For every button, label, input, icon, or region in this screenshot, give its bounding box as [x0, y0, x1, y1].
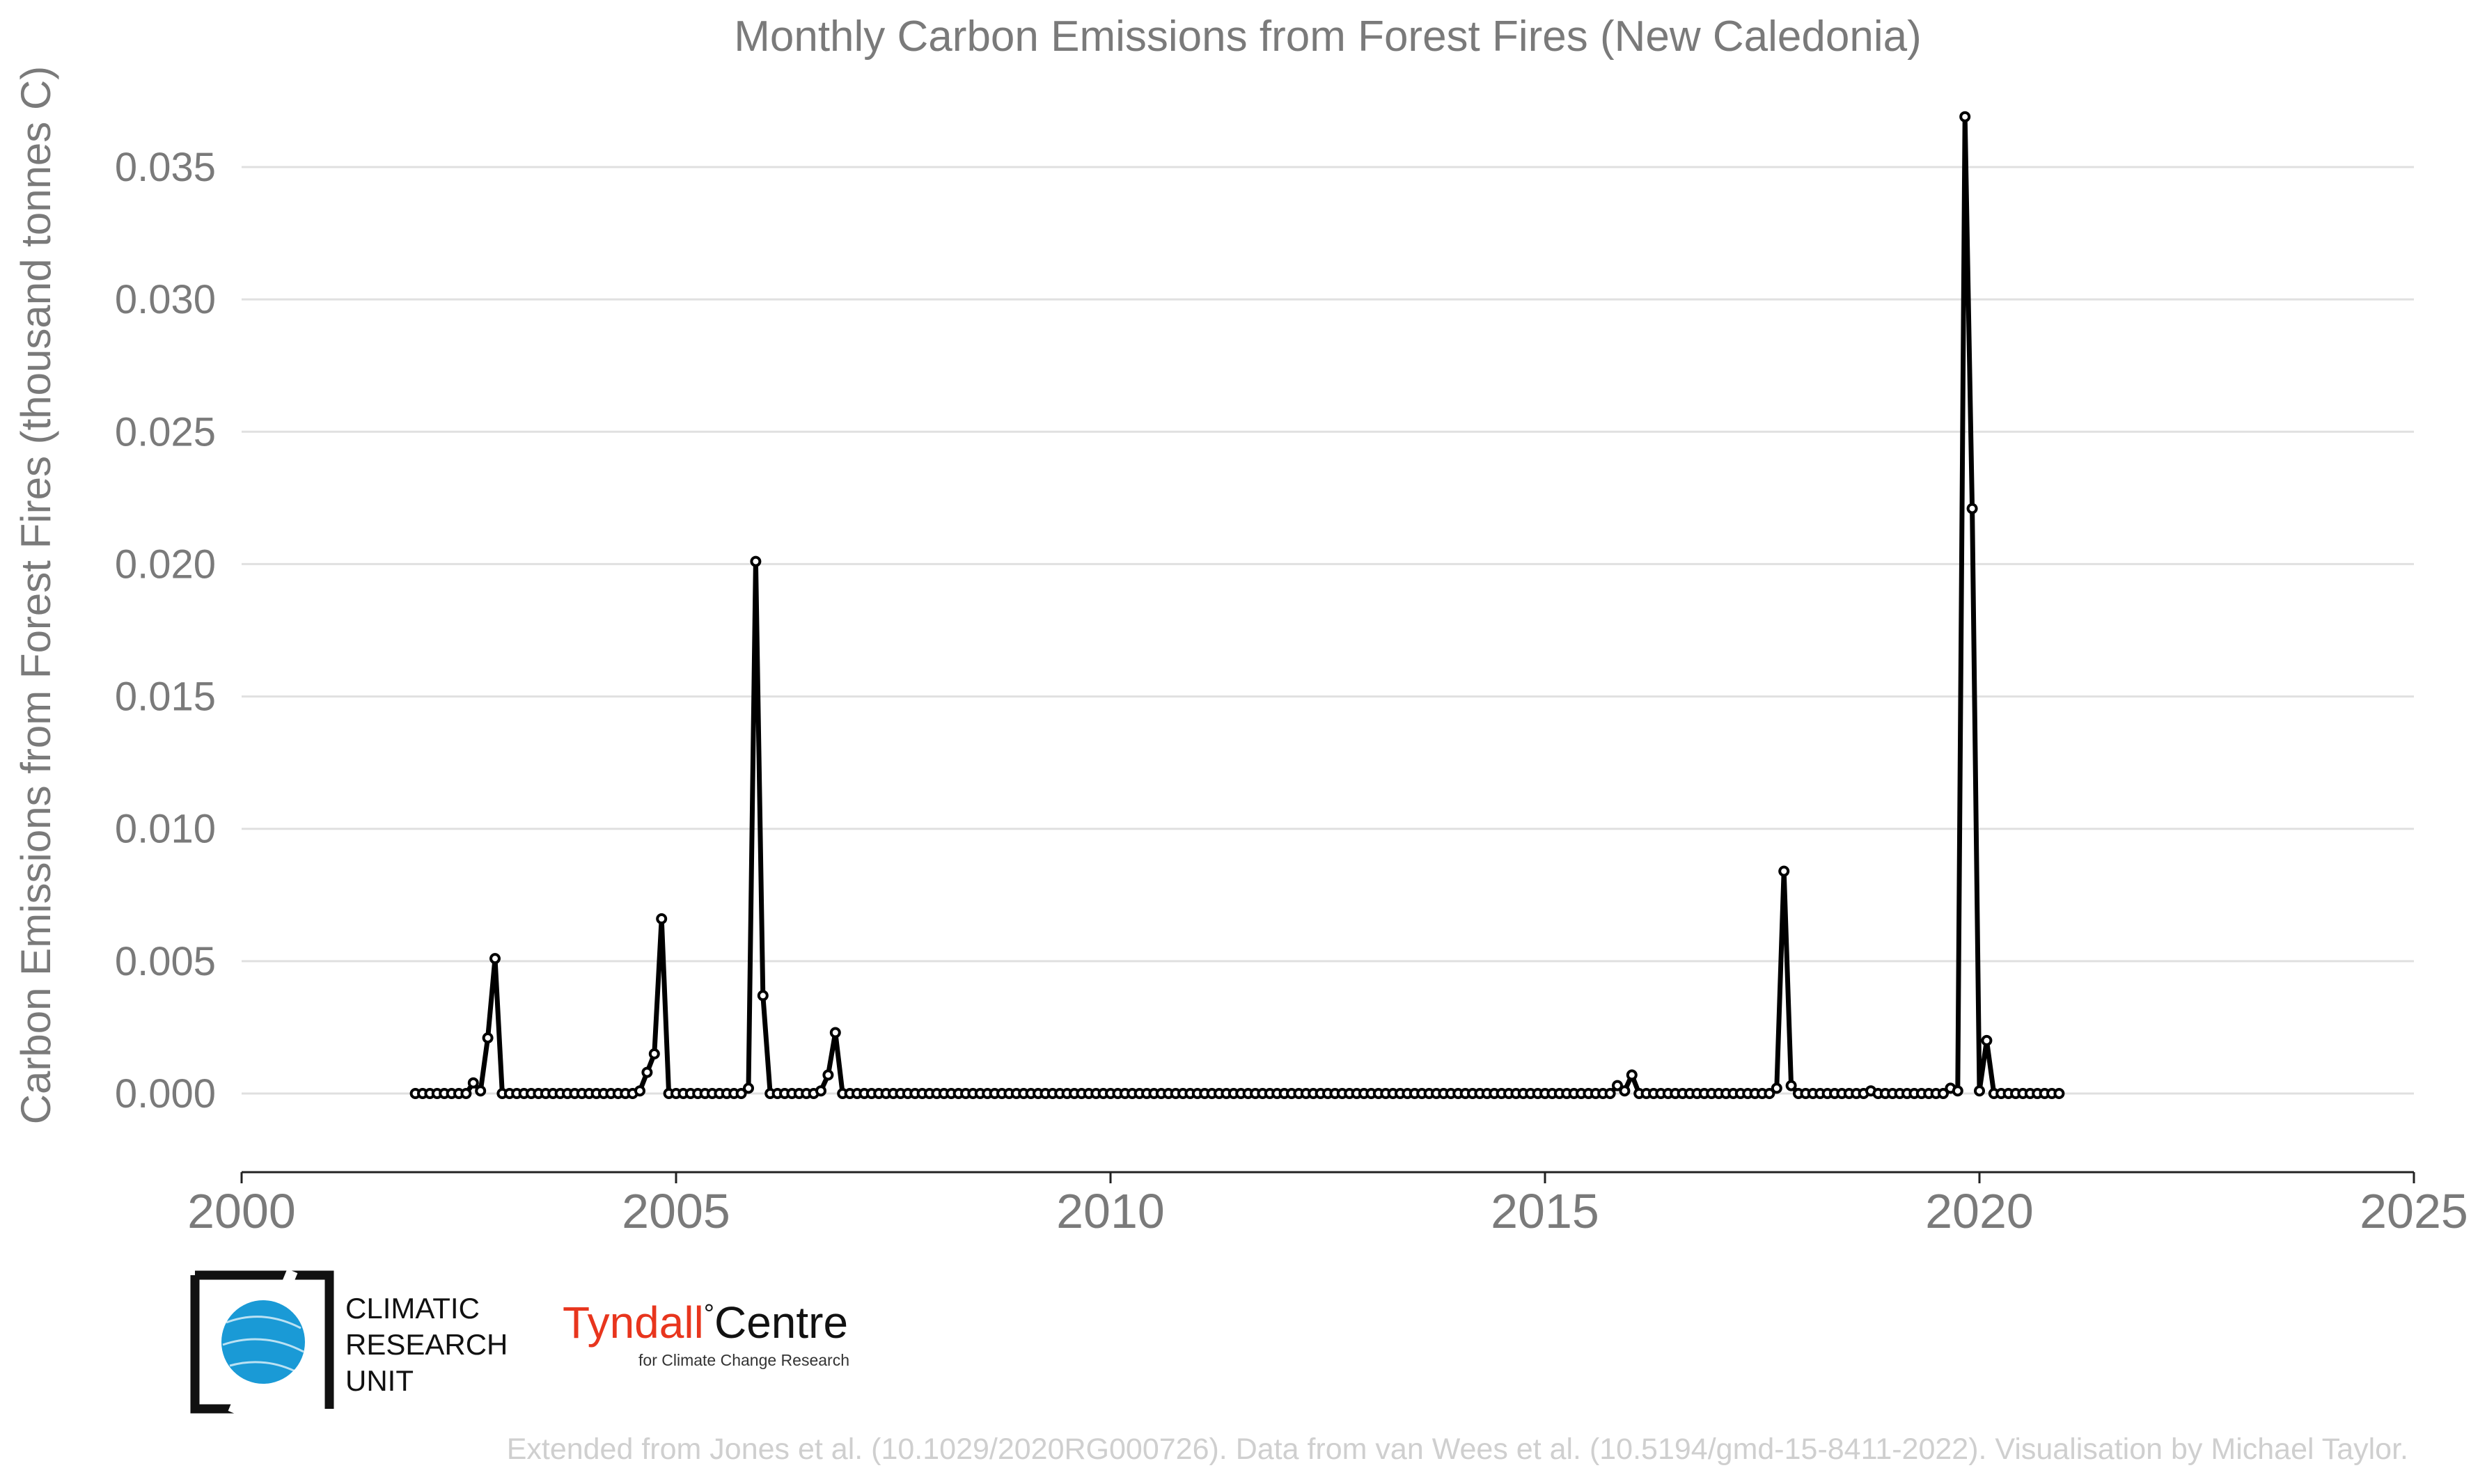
data-point — [1785, 1080, 1797, 1091]
emissions-series — [409, 111, 2065, 1099]
data-point — [1981, 1034, 1993, 1046]
data-point — [648, 1048, 660, 1059]
chart-title: Monthly Carbon Emissions from Forest Fir… — [734, 13, 1922, 61]
tyndall-subtitle: for Climate Change Research — [638, 1351, 849, 1369]
data-point — [475, 1085, 487, 1097]
data-point — [1938, 1088, 1949, 1099]
data-point — [489, 953, 501, 965]
tyndall-degree: ° — [704, 1300, 714, 1329]
cru-logo: CLIMATIC RESEARCH UNIT — [190, 1268, 508, 1416]
tyndall-wordmark: Tyndall°Centre — [563, 1297, 848, 1348]
data-point — [1952, 1085, 1963, 1097]
y-tick-label: 0.035 — [115, 145, 216, 190]
y-tick-label: 0.020 — [115, 542, 216, 587]
data-point — [460, 1088, 472, 1099]
data-point — [1966, 503, 1978, 514]
data-point — [822, 1069, 834, 1081]
data-point — [735, 1088, 747, 1099]
data-point — [815, 1085, 826, 1097]
y-tick-label: 0.025 — [115, 409, 216, 455]
grid-lines — [242, 166, 2414, 1095]
tyndall-name: Tyndall — [563, 1297, 704, 1348]
y-tick-label: 0.005 — [115, 939, 216, 984]
data-point — [634, 1085, 645, 1097]
y-axis-ticks: 0.000 0.005 0.010 0.015 0.020 0.025 0.030 0.035 — [115, 145, 216, 1116]
y-tick-label: 0.030 — [115, 277, 216, 322]
data-point — [2053, 1088, 2065, 1099]
data-point — [1771, 1082, 1782, 1094]
footer-credits: Extended from Jones et al. (10.1029/2020… — [507, 1432, 2408, 1466]
data-point — [1612, 1080, 1623, 1091]
cru-logo-frame-right — [285, 1270, 334, 1409]
x-tick-label: 2000 — [187, 1184, 296, 1238]
tyndall-logo: Tyndall°Centre for Climate Change Resear… — [563, 1297, 849, 1369]
data-point — [1974, 1085, 1985, 1097]
x-tick-label: 2025 — [2360, 1184, 2468, 1238]
data-point — [757, 990, 769, 1002]
data-point — [1619, 1085, 1631, 1097]
tyndall-centre: Centre — [714, 1297, 848, 1348]
data-point — [482, 1032, 494, 1044]
data-point — [1604, 1088, 1616, 1099]
series-line — [415, 114, 2060, 1096]
y-tick-label: 0.010 — [115, 807, 216, 852]
data-point — [1959, 111, 1971, 123]
x-axis: 2000 2005 2010 2015 2020 2025 — [187, 1171, 2468, 1238]
x-tick-label: 2020 — [1925, 1184, 2034, 1238]
cru-line-2: RESEARCH — [345, 1328, 508, 1361]
data-point — [1626, 1069, 1638, 1081]
y-tick-label: 0.015 — [115, 674, 216, 720]
x-tick-label: 2010 — [1056, 1184, 1165, 1238]
globe-contours — [222, 1316, 304, 1374]
cru-logo-frame-left — [190, 1275, 237, 1414]
data-point — [656, 913, 668, 924]
cru-line-1: CLIMATIC — [345, 1292, 480, 1325]
x-tick-label: 2015 — [1491, 1184, 1599, 1238]
data-point — [467, 1077, 479, 1089]
data-point — [743, 1082, 754, 1094]
data-point — [1778, 865, 1790, 877]
data-point — [641, 1066, 653, 1078]
data-point — [750, 555, 762, 567]
y-axis-label: Carbon Emissions from Forest Fires (thou… — [13, 66, 59, 1125]
cru-line-3: UNIT — [345, 1364, 414, 1397]
data-point — [829, 1027, 841, 1039]
y-tick-label: 0.000 — [115, 1071, 216, 1116]
data-point — [1764, 1088, 1775, 1099]
x-tick-label: 2005 — [622, 1184, 730, 1238]
